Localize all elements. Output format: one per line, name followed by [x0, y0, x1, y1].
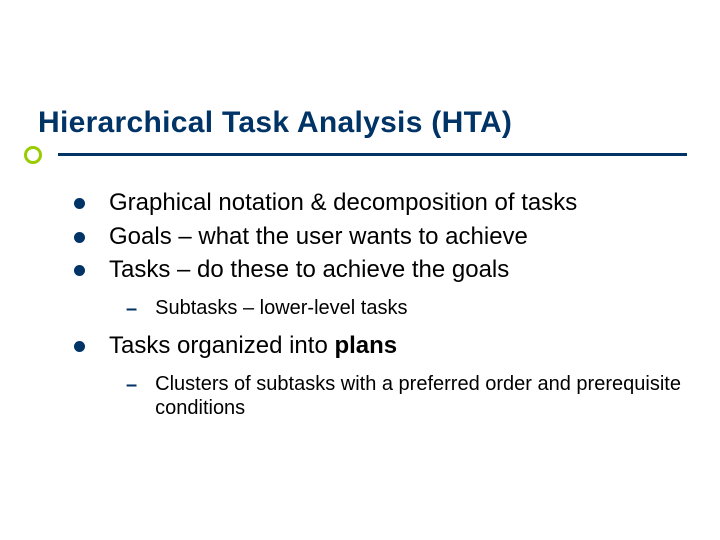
bullet-icon — [74, 265, 85, 276]
dash-icon: – — [126, 373, 137, 397]
list-item-text: Tasks – do these to achieve the goals — [109, 255, 509, 286]
list-item: Tasks – do these to achieve the goals — [74, 255, 684, 286]
accent-circle-icon — [24, 146, 42, 164]
sub-list-item-text: Subtasks – lower-level tasks — [155, 296, 407, 320]
list-item: Goals – what the user wants to achieve — [74, 222, 684, 253]
bullet-icon — [74, 198, 85, 209]
list-item-text-bold: plans — [334, 332, 397, 359]
list-item: Tasks organized into plans — [74, 331, 684, 362]
title-decoration — [24, 146, 687, 164]
dash-icon: – — [126, 297, 137, 321]
sub-list-item: – Subtasks – lower-level tasks — [126, 296, 684, 321]
list-item-text: Goals – what the user wants to achieve — [109, 222, 528, 253]
sub-list-item-text: Clusters of subtasks with a preferred or… — [155, 372, 684, 421]
bullet-icon — [74, 341, 85, 352]
list-item-text: Tasks organized into plans — [109, 331, 397, 362]
sub-list-item: – Clusters of subtasks with a preferred … — [126, 372, 684, 421]
list-item-text-pre: Tasks organized into — [109, 332, 334, 359]
bullet-icon — [74, 232, 85, 243]
list-item-text: Graphical notation & decomposition of ta… — [109, 188, 577, 219]
list-item: Graphical notation & decomposition of ta… — [74, 188, 684, 219]
slide-title: Hierarchical Task Analysis (HTA) — [38, 106, 512, 140]
slide: Hierarchical Task Analysis (HTA) Graphic… — [0, 0, 720, 540]
content-area: Graphical notation & decomposition of ta… — [74, 188, 684, 431]
title-underline — [58, 153, 687, 156]
